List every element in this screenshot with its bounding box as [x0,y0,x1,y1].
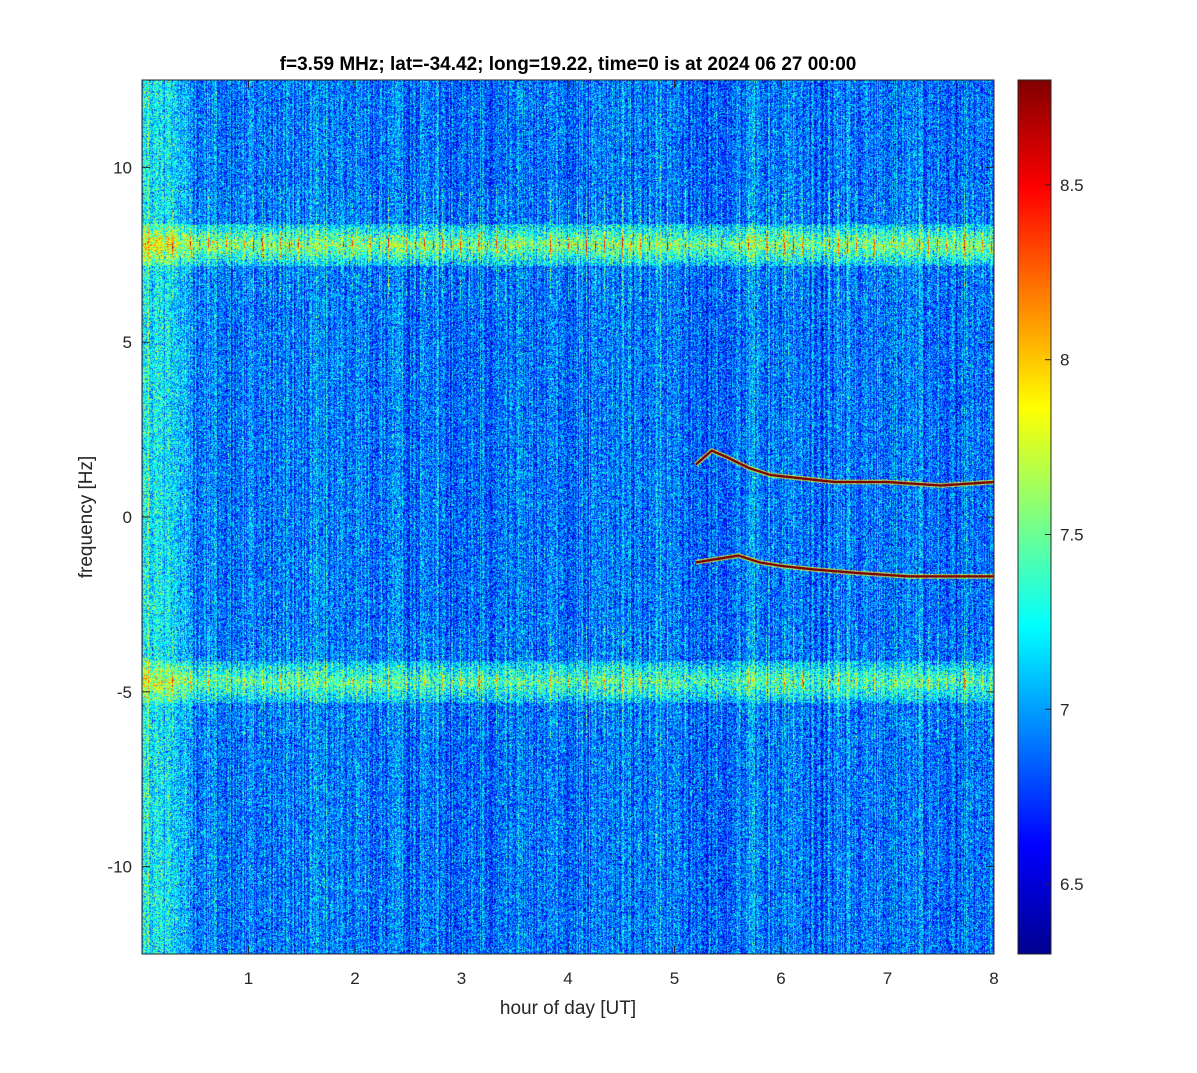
x-tick-label: 5 [670,969,679,988]
doppler-trace-1 [695,554,994,578]
x-tick-label: 4 [563,969,572,988]
colorbar: 8.5 8 7.5 7 6.5 [1017,79,1084,955]
chart-title: f=3.59 MHz; lat=-34.42; long=19.22, time… [280,54,857,75]
x-tick-label: 3 [457,969,466,988]
y-tick-label: -10 [107,858,132,877]
colorbar-ticks: 8.5 8 7.5 7 6.5 [1045,176,1084,894]
y-axis-label: frequency [Hz] [76,456,97,579]
plot-area [142,80,994,954]
y-tick-label: 10 [113,158,132,177]
colorbar-tick-label: 7 [1060,700,1069,719]
colorbar-gradient [1017,79,1052,955]
x-tick-label: 6 [776,969,785,988]
x-tick-label: 8 [989,969,998,988]
y-axis: 10 5 0 -5 -10 [107,158,994,877]
colorbar-tick-label: 8 [1060,351,1069,370]
colorbar-tick-label: 8.5 [1060,176,1084,195]
y-tick-label: -5 [117,683,132,702]
x-tick-label: 7 [883,969,892,988]
colorbar-tick-label: 6.5 [1060,875,1084,894]
x-axis-label: hour of day [UT] [500,998,636,1019]
heatmap-image [142,80,994,954]
x-axis: 1 2 3 4 5 6 7 8 [244,80,999,988]
doppler-trace-0 [695,449,994,487]
colorbar-tick-label: 7.5 [1060,525,1084,544]
x-tick-label: 1 [244,969,253,988]
y-tick-label: 0 [123,508,132,527]
x-tick-label: 2 [350,969,359,988]
y-tick-label: 5 [123,333,132,352]
